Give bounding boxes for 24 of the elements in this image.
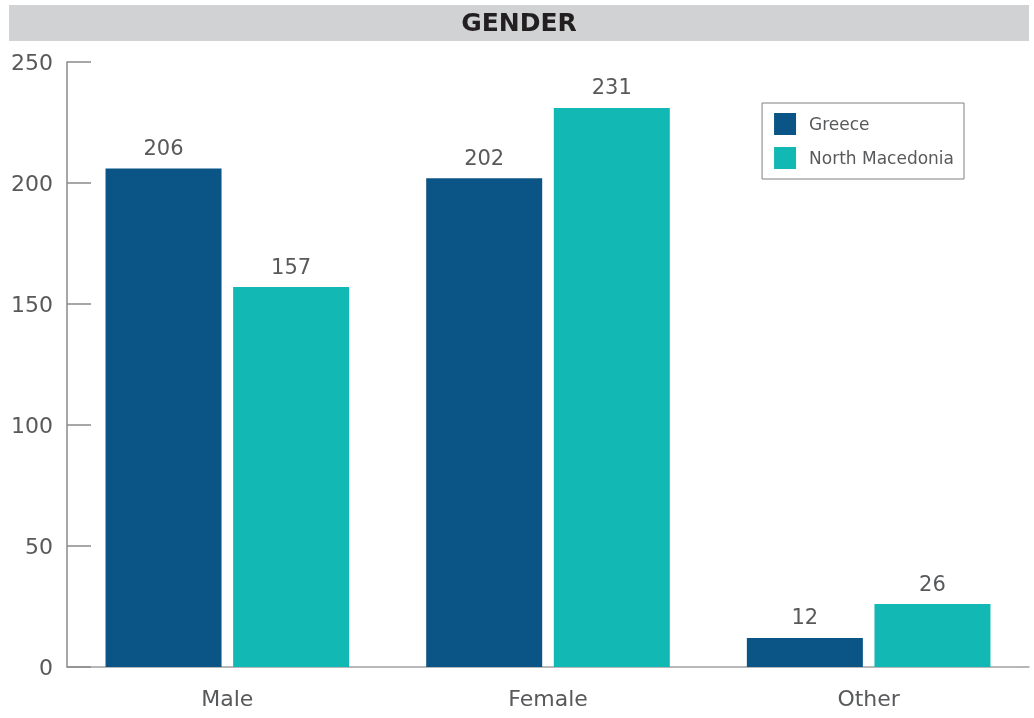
legend-label: Greece	[809, 114, 870, 134]
bar	[746, 637, 863, 667]
data-label: 206	[143, 135, 184, 160]
y-tick-label: 250	[11, 49, 53, 75]
y-tick-label: 50	[25, 533, 53, 559]
y-tick-label: 150	[11, 291, 53, 317]
y-tick-label: 200	[11, 170, 53, 196]
x-tick-label: Female	[508, 685, 588, 711]
bar	[233, 287, 350, 667]
legend-label: North Macedonia	[809, 148, 954, 168]
y-tick-label: 100	[11, 412, 53, 438]
data-label: 231	[591, 75, 632, 100]
data-label: 157	[271, 254, 312, 279]
x-tick-label: Male	[201, 685, 254, 711]
data-label: 26	[919, 571, 946, 596]
data-label: 202	[464, 145, 505, 170]
x-tick-label: Other	[837, 685, 901, 711]
bar	[553, 107, 670, 667]
y-tick-label: 0	[39, 654, 53, 680]
data-label: 12	[791, 605, 819, 630]
chart-title: GENDER	[461, 8, 577, 38]
bar	[426, 178, 543, 667]
bar	[874, 604, 991, 667]
bar	[105, 168, 222, 667]
